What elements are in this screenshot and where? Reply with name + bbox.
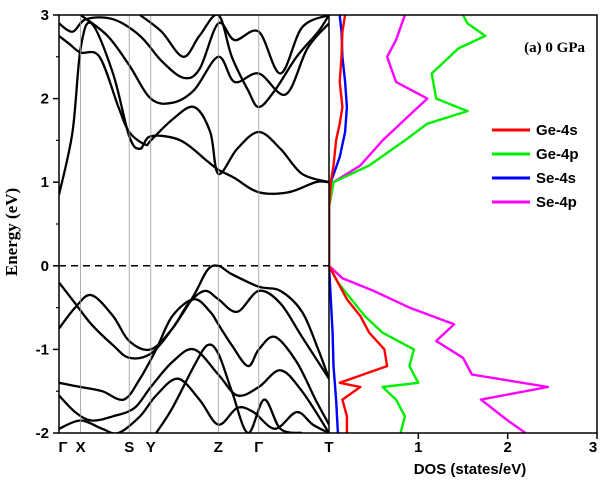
band-lines: [59, 15, 329, 433]
band-line: [59, 347, 329, 433]
band-line: [59, 21, 329, 195]
kpoint-label: Γ: [58, 439, 67, 456]
x-axis-label: DOS (states/eV): [414, 461, 527, 478]
y-tick-label: -2: [36, 425, 49, 442]
band-line: [155, 343, 303, 433]
y-tick-label: 2: [41, 91, 49, 108]
legend: Ge-4s Ge-4p Se-4s Se-4p: [492, 122, 579, 211]
kpoint-label: Y: [146, 439, 156, 456]
dos-panel: 1 2 3 DOS (states/eV) (a) 0 GPa Ge-4s Ge-4p…: [329, 15, 598, 478]
plot-frame: [58, 14, 598, 434]
y-tick-label: 1: [41, 174, 49, 191]
band-line: [59, 264, 329, 380]
x-tick-label: 3: [589, 439, 597, 456]
dos-curve-ge-4s: [329, 15, 389, 433]
dos-lines: [329, 15, 550, 433]
legend-label: Se-4s: [536, 170, 576, 187]
dos-curve-ge-4p: [329, 15, 487, 433]
legend-label: Se-4p: [536, 194, 577, 211]
band-line: [59, 34, 329, 184]
band-line: [59, 289, 329, 380]
legend-label: Ge-4p: [536, 146, 579, 163]
dos-curve-se-4p: [329, 15, 550, 433]
band-line: [59, 377, 329, 433]
y-axis-label: Energy (eV): [2, 188, 21, 276]
band-line: [139, 15, 329, 109]
y-tick-label: 0: [41, 258, 49, 275]
kpoint-label: S: [124, 439, 134, 456]
dos-curve-se-4s: [329, 15, 349, 433]
band-line: [59, 15, 329, 80]
y-axis-ticks: -2 -1 0 1 2 3: [36, 7, 59, 442]
kpoint-label: T: [324, 439, 333, 456]
band-line: [59, 298, 329, 426]
kpoint-label: Γ: [254, 439, 263, 456]
y-tick-label: -1: [36, 341, 49, 358]
x-tick-label: 1: [414, 439, 422, 456]
kpoint-label: X: [76, 439, 86, 456]
band-line: [79, 15, 329, 105]
legend-label: Ge-4s: [536, 122, 578, 139]
kpoint-lines: [80, 15, 260, 433]
panel-title: (a) 0 GPa: [524, 40, 585, 56]
kpoint-label: Z: [214, 439, 223, 456]
x-axis-ticks: 1 2 3: [414, 433, 598, 456]
x-tick-label: 2: [503, 439, 511, 456]
y-tick-label: 3: [41, 7, 49, 24]
